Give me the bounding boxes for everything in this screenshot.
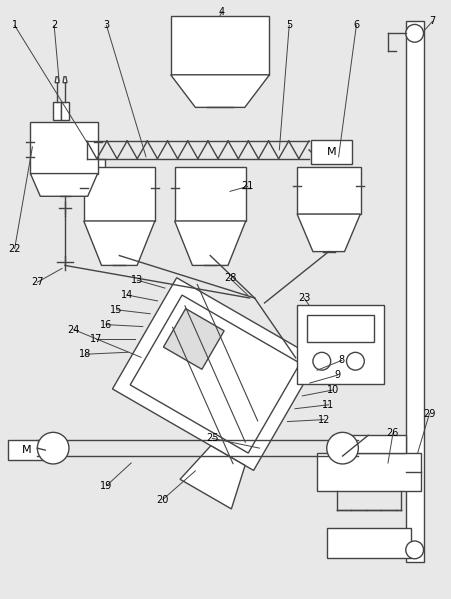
Bar [30,122,97,174]
Text: 14: 14 [120,290,133,300]
Bar [405,22,423,562]
Text: 27: 27 [31,277,43,287]
Text: 7: 7 [428,16,435,26]
Text: 25: 25 [206,433,218,443]
Text: 20: 20 [156,495,169,504]
Text: 16: 16 [100,320,112,329]
Polygon shape [296,214,359,252]
Text: 11: 11 [322,400,334,410]
Text: 24: 24 [68,325,80,335]
Text: 6: 6 [353,20,359,31]
Bar [296,305,383,384]
Circle shape [312,352,330,370]
Bar [170,16,269,75]
Circle shape [37,432,69,464]
Text: 28: 28 [223,273,235,283]
Text: 23: 23 [297,293,309,303]
Bar [53,102,61,120]
Text: M: M [22,445,31,455]
Text: 19: 19 [100,480,112,491]
Polygon shape [112,278,317,470]
Bar [316,453,419,491]
Text: 10: 10 [326,385,338,395]
Text: M: M [326,147,336,157]
Bar [8,440,45,460]
Polygon shape [83,221,155,265]
Polygon shape [130,295,299,453]
Text: 18: 18 [79,349,92,359]
Text: 4: 4 [218,7,225,17]
Text: 26: 26 [386,428,398,438]
Bar [306,315,373,343]
Bar [61,102,69,120]
Bar [83,167,155,221]
Polygon shape [63,77,67,83]
Bar [310,140,352,164]
Circle shape [326,432,358,464]
Polygon shape [30,174,97,196]
Polygon shape [55,77,59,83]
Text: 13: 13 [131,275,143,285]
Polygon shape [170,75,269,107]
Text: 29: 29 [422,409,435,419]
Polygon shape [179,446,244,509]
Bar [87,159,104,169]
Circle shape [346,352,364,370]
Text: 2: 2 [51,20,57,31]
Text: 8: 8 [338,355,344,365]
Text: 9: 9 [334,370,340,380]
Text: 22: 22 [9,244,21,253]
Bar [326,528,410,558]
Circle shape [405,25,423,42]
Text: 17: 17 [89,334,102,344]
Bar [296,167,360,214]
Circle shape [405,541,423,559]
Text: 5: 5 [285,20,292,31]
Bar [174,167,245,221]
Text: 21: 21 [241,181,253,192]
Polygon shape [174,221,245,265]
Bar [331,435,405,453]
Text: 3: 3 [103,20,109,31]
Text: 15: 15 [110,305,123,315]
Text: 12: 12 [317,415,330,425]
Polygon shape [163,308,224,370]
Text: 1: 1 [12,20,18,31]
